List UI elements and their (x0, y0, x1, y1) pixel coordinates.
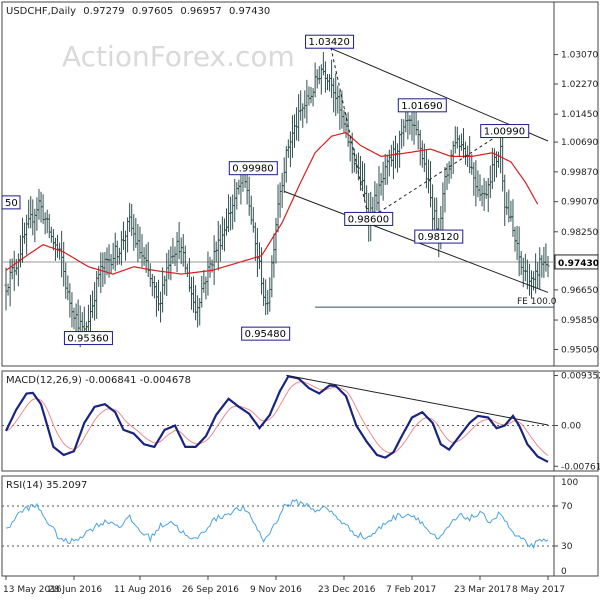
price-panel-frame (1, 1, 599, 367)
macd-trend-line (286, 374, 549, 426)
price-panel-header: USDCHF,Daily 0.97279 0.97605 0.96957 0.9… (6, 6, 270, 17)
macd-signal-line (5, 381, 549, 456)
price-annotation: 0.95360 (63, 331, 113, 346)
fe-level-label: FE 100.0 (517, 297, 557, 307)
price-tick-label: 1.01450 (561, 110, 598, 120)
price-annotation-label: 0.98600 (348, 214, 389, 225)
price-bar (546, 255, 550, 278)
price-annotation-label: 0.98120 (418, 232, 459, 243)
price-tick-label: 0.98250 (561, 228, 598, 238)
price-annotation: 0.99980 (228, 161, 278, 176)
x-tick-label: 23 Dec 2016 (318, 585, 376, 595)
price-tick-label: 1.02270 (561, 80, 598, 90)
price-tick-label: 0.99870 (561, 168, 598, 178)
price-annotation-label: 1.00990 (484, 127, 525, 138)
price-annotation: 0.98120 (414, 229, 464, 244)
rsi-tick-label: 100 (561, 478, 578, 488)
price-annotation: 1.00990 (480, 124, 530, 139)
price-tick-label: 1.00690 (561, 138, 598, 148)
macd-line (5, 375, 549, 463)
price-tick-label: 0.95050 (561, 345, 598, 355)
macd-panel-frame (1, 370, 599, 472)
macd-panel-header: MACD(12,26,9) -0.006841 -0.004678 (6, 375, 191, 386)
price-tick-label: 0.95850 (561, 316, 598, 326)
macd-panel: 0.009352 0.00 -0.007612 (1, 370, 600, 472)
price-annotation: 1.03420 (305, 34, 355, 49)
macd-tick-label: -0.007612 (561, 462, 600, 472)
dashed-projection-line (329, 41, 370, 220)
price-tick-label: 0.99070 (561, 198, 598, 208)
rsi-tick-label: 30 (561, 542, 573, 552)
x-tick-label: 23 Mar 2017 (454, 585, 511, 595)
x-tick-label: 28 Jun 2016 (48, 585, 102, 595)
watermark: ActionForex.com (62, 40, 295, 73)
x-tick-label: 11 Aug 2016 (114, 585, 172, 595)
price-tick-label: 1.03070 (561, 51, 598, 61)
rsi-tick-label: 0 (561, 567, 567, 577)
rsi-panel: 100 70 30 0 (1, 475, 599, 577)
price-tick-label: 0.96650 (561, 286, 598, 296)
rsi-tick-label: 70 (561, 502, 573, 512)
price-annotation: 50 (1, 195, 21, 210)
x-tick-label: 7 Feb 2017 (386, 585, 436, 595)
price-bars (4, 52, 550, 348)
price-panel: 0.95050 0.95850 0.96650 0.98250 0.99070 0.998… (1, 1, 599, 367)
x-tick-label: 13 May 2016 (3, 585, 62, 595)
price-annotation-label: 50 (5, 198, 18, 209)
x-tick-label: 8 May 2017 (512, 585, 565, 595)
dashed-projection-line (368, 130, 505, 220)
last-price-tag (554, 254, 599, 270)
price-annotation-label: 0.99980 (232, 164, 273, 175)
price-annotation: 0.95480 (241, 326, 291, 341)
price-annotation-label: 0.95480 (245, 329, 286, 340)
rsi-line (5, 498, 549, 550)
price-annotation-label: 1.03420 (309, 37, 350, 48)
x-tick-label: 9 Nov 2016 (250, 585, 302, 595)
macd-tick-label: 0.009352 (561, 372, 600, 382)
price-annotation: 0.98600 (344, 211, 394, 226)
rsi-panel-frame (1, 475, 599, 577)
rsi-panel-header: RSI(14) 35.2097 (6, 480, 87, 491)
price-annotation-label: 0.95360 (67, 334, 108, 345)
moving-average-line (5, 131, 539, 275)
last-price-label: 0.97430 (558, 259, 599, 269)
price-annotation-label: 1.01690 (401, 101, 442, 112)
price-annotation: 1.01690 (397, 98, 447, 113)
macd-tick-label: 0.00 (561, 422, 581, 432)
x-tick-label: 26 Sep 2016 (182, 585, 239, 595)
